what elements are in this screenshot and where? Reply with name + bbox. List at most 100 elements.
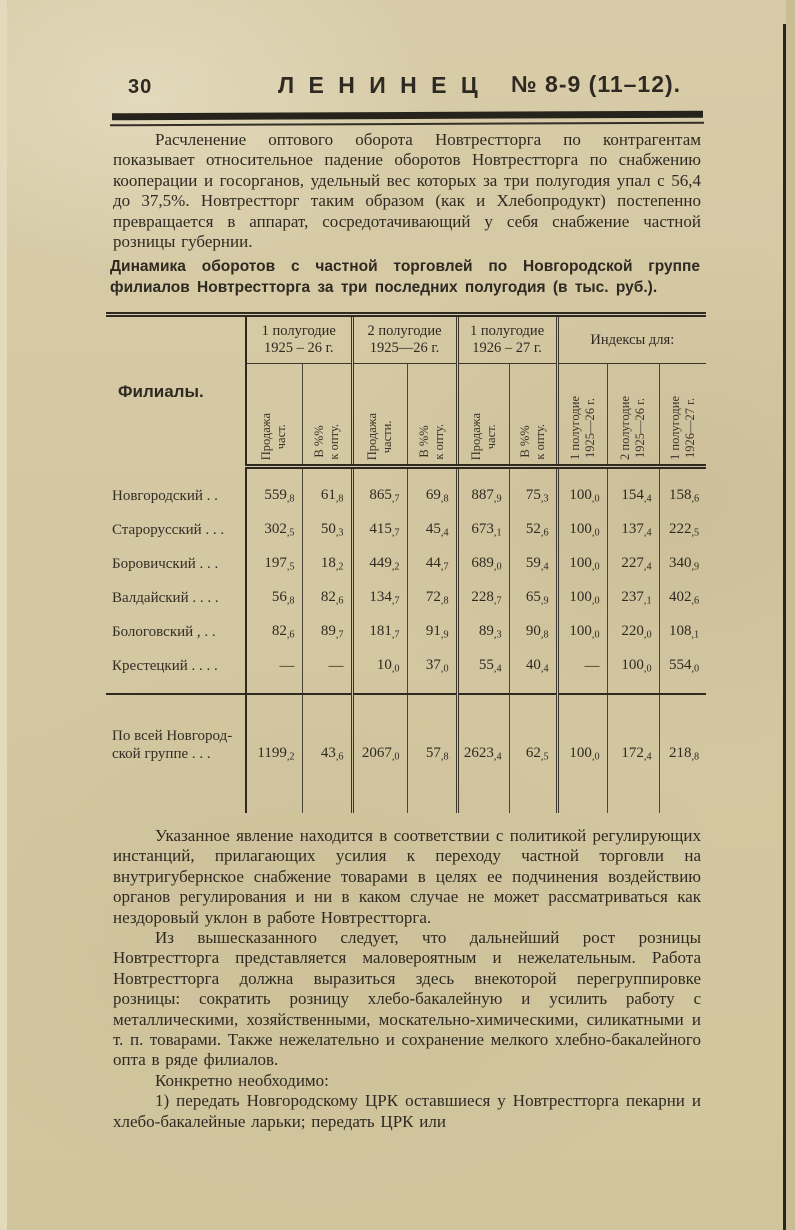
cell: 18,2 (301, 547, 353, 581)
table-title: Динамика оборотов с частной торговлей по… (110, 258, 700, 296)
cell: 181,7 (350, 615, 408, 649)
column-group-1h-1926-27: 1 полугодие 1926 – 27 г. (455, 314, 558, 364)
cell: 62,5 (508, 693, 558, 773)
cell: 75,3 (508, 479, 558, 513)
cell: 45,4 (406, 513, 458, 547)
subcolumn-sales-1: Продажа част. (245, 363, 302, 469)
cell: 100,0 (555, 479, 608, 513)
cell: 10,0 (350, 649, 408, 683)
journal-title: Л Е Н И Н Е Ц (278, 72, 482, 98)
table-row-novgorodsky: Новгородский . . 559,8 61,8 865,7 69,8 8… (106, 479, 707, 513)
lower-text-block: Указанное явление находится в соответств… (113, 826, 701, 1132)
cell: 43,6 (301, 693, 353, 773)
column-group-2h-1925-26: 2 полугодие 1925—26 г. (350, 314, 458, 364)
cell: 59,4 (508, 547, 558, 581)
row-label: Крестецкий . . . . (112, 657, 218, 674)
column-group-1h-1925-26: 1 полугодие 1925 – 26 г. (244, 314, 353, 364)
list-intro: Конкретно необходимо: (155, 1070, 329, 1090)
intro-paragraph: Расчленение оптового оборота Новтресттор… (113, 130, 701, 252)
subcolumn-pct-1: В %% к опту. (301, 363, 353, 469)
cell: 50,3 (301, 513, 353, 547)
cell: 340,9 (658, 547, 707, 581)
intro-paragraph-block: Расчленение оптового оборота Новтресттор… (113, 130, 701, 252)
cell: 302,5 (245, 513, 302, 547)
table-row-total-novgorod-group: По всей Новгород- ской группе . . . 1199… (106, 693, 707, 773)
cell: 158,6 (658, 479, 707, 513)
masthead: 30 Л Е Н И Н Е Ц № 8-9 (11–12). (113, 68, 705, 104)
total-row-label: По всей Новгород- ской группе . . . (106, 693, 246, 773)
subcolumn-index-3: 1 полугодие 1926—27 г. (658, 363, 707, 469)
cell: 237,1 (606, 581, 660, 615)
cell: 100,0 (555, 581, 608, 615)
subcolumn-pct-2: В %% к опту. (406, 363, 458, 469)
cell: 154,4 (606, 479, 660, 513)
cell: 69,8 (406, 479, 458, 513)
subcolumn-sales-2: Продажа части. (350, 363, 408, 469)
cell: 100,0 (555, 513, 608, 547)
cell: 220,0 (606, 615, 660, 649)
cell: 100,0 (606, 649, 660, 683)
cell: 228,7 (455, 581, 510, 615)
cell: 89,3 (455, 615, 510, 649)
cell: 2623,4 (455, 693, 510, 773)
spacer-row (106, 466, 707, 479)
paragraph-regulation: Указанное явление находится в соответств… (113, 826, 701, 927)
cell: 89,7 (301, 615, 353, 649)
table-row-krestetsky: Крестецкий . . . . — — 10,0 37,0 55,4 40… (106, 649, 707, 683)
cell: 887,9 (455, 479, 510, 513)
cell: 57,8 (406, 693, 458, 773)
masthead-rule-thick (111, 110, 704, 121)
row-label: Старорусский . . . (112, 521, 225, 538)
column-header-filials: Филиалы. (118, 382, 204, 402)
paragraph-conclusion: Из вышесказанного следует, что дальнейши… (113, 928, 701, 1070)
cell: 100,0 (555, 693, 608, 773)
subcolumn-sales-3: Продажа част. (455, 363, 510, 469)
table-row-bologovsky: Бологовский , . . 82,6 89,7 181,7 91,9 8… (106, 615, 707, 649)
cell: 55,4 (455, 649, 510, 683)
cell: 402,6 (658, 581, 707, 615)
row-label: Бологовский , . . (112, 623, 216, 640)
cell: 100,0 (555, 615, 608, 649)
cell: 40,4 (508, 649, 558, 683)
cell: 2067,0 (350, 693, 408, 773)
subcolumn-pct-3: В %% к опту. (508, 363, 558, 469)
cell: 91,9 (406, 615, 458, 649)
subcolumn-index-2: 2 полугодие 1925—26 г. (606, 363, 660, 469)
page-fold-line (783, 24, 786, 1230)
scan-right-margin (786, 0, 795, 1230)
page-number: 30 (128, 76, 153, 98)
list-item-1: 1) передать Новгородскому ЦРК оставшиеся… (113, 1091, 701, 1131)
cell: 227,4 (606, 547, 660, 581)
table-row-valdaysky: Валдайский . . . . 56,8 82,6 134,7 72,8 … (106, 581, 707, 615)
cell: 865,7 (350, 479, 408, 513)
table-header-subcolumns: Продажа част. В %% к опту. Продажа части… (106, 363, 707, 469)
cell: 61,8 (301, 479, 353, 513)
table-row-starorussky: Старорусский . . . 302,5 50,3 415,7 45,4… (106, 513, 707, 547)
row-label: Боровичский . . . (112, 555, 219, 572)
cell: 1199,2 (245, 693, 302, 773)
cell: 56,8 (245, 581, 302, 615)
cell: 44,7 (406, 547, 458, 581)
cell: 172,4 (606, 693, 660, 773)
cell: 100,0 (555, 547, 608, 581)
cell: 559,8 (245, 479, 302, 513)
cell: 82,6 (245, 615, 302, 649)
cell: 108,1 (658, 615, 707, 649)
table-header-groups: Филиалы. 1 полугодие 1925 – 26 г. 2 полу… (106, 314, 707, 400)
cell: 72,8 (406, 581, 458, 615)
cell: 65,9 (508, 581, 558, 615)
filials-dynamics-table: Филиалы. 1 полугодие 1925 – 26 г. 2 полу… (106, 312, 707, 813)
cell: 689,0 (455, 547, 510, 581)
row-label: Новгородский . . (112, 487, 218, 504)
table-row-borovichsky: Боровичский . . . 197,5 18,2 449,2 44,7 … (106, 547, 707, 581)
cell: 218,8 (658, 693, 707, 773)
cell: — (245, 649, 302, 683)
cell: 673,1 (455, 513, 510, 547)
cell: 134,7 (350, 581, 408, 615)
subcolumn-index-1: 1 полугодие 1925—26 г. (555, 363, 608, 469)
issue-number: № 8-9 (11–12). (511, 71, 682, 97)
spacer-row (106, 683, 707, 694)
cell: 415,7 (350, 513, 408, 547)
table-tail-row (106, 773, 707, 813)
